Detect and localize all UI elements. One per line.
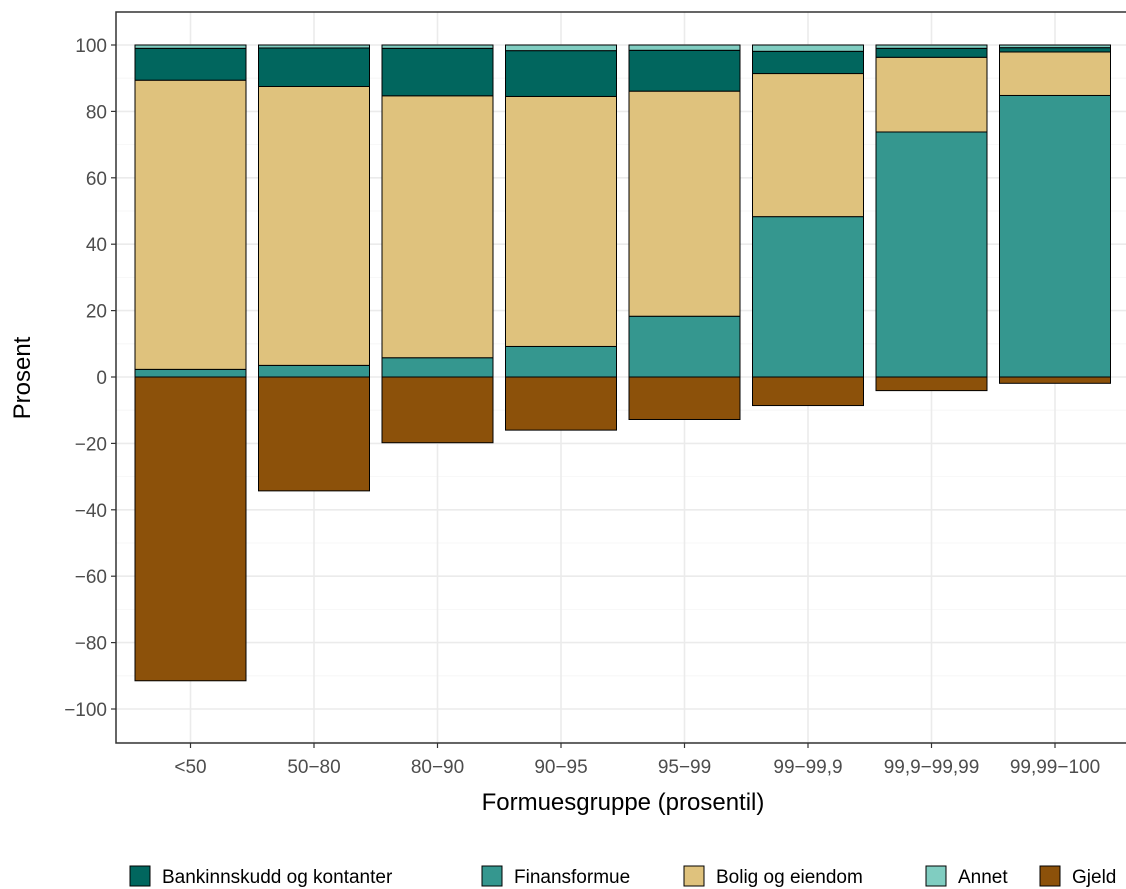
bar-segment <box>381 357 494 378</box>
bar-segment <box>258 47 370 87</box>
y-tick-label: 100 <box>75 36 107 57</box>
bar-segment <box>505 345 617 378</box>
bar-segment <box>505 44 617 52</box>
legend-label: Finansformue <box>514 867 630 888</box>
bar-segment <box>999 44 1111 49</box>
bar-segment <box>628 44 741 51</box>
bar-segment <box>258 364 370 378</box>
x-tick-label: 99,9−99,99 <box>884 757 980 778</box>
bar-segment <box>875 131 988 378</box>
legend-label: Annet <box>958 867 1008 888</box>
x-axis-title: Formuesgruppe (prosentil) <box>482 789 765 816</box>
bar-segment <box>381 44 494 49</box>
legend-key <box>925 865 947 887</box>
y-tick-label: 80 <box>86 102 107 123</box>
bars <box>134 44 1111 682</box>
bar-segment <box>258 376 370 492</box>
y-tick-label: 60 <box>86 169 107 190</box>
y-tick-label: −40 <box>75 501 107 522</box>
legend-key <box>1039 865 1061 887</box>
y-tick-label: −60 <box>75 567 107 588</box>
bar-segment <box>752 50 864 75</box>
bar-segment <box>752 216 864 378</box>
bar-segment <box>381 95 494 359</box>
y-tick-label: −100 <box>64 700 107 721</box>
x-tick-label: 50−80 <box>287 757 340 778</box>
x-tick-label: 99−99,9 <box>773 757 842 778</box>
x-tick-label: <50 <box>174 757 206 778</box>
x-tick-label: 90−95 <box>534 757 587 778</box>
bar-segment <box>875 56 988 133</box>
x-tick-label: 95−99 <box>658 757 711 778</box>
bar-segment <box>752 73 864 218</box>
legend-label: Gjeld <box>1072 867 1116 888</box>
legend-label: Bankinnskudd og kontanter <box>162 867 393 888</box>
bar-segment <box>628 90 741 317</box>
y-tick-label: 0 <box>96 368 107 389</box>
x-axis: <50 50−80 80−90 90−95 95−99 99−99,9 99,9−99,99… <box>174 743 1100 778</box>
bar-segment <box>875 376 988 392</box>
bar-segment <box>999 51 1111 96</box>
bar-segment <box>999 47 1111 53</box>
legend: Bankinnskudd og kontanter Finansformue Bol… <box>129 865 1116 888</box>
bar-segment <box>134 44 247 49</box>
bar-segment <box>381 376 494 444</box>
bar-segment <box>134 376 247 682</box>
y-tick-label: 20 <box>86 302 107 323</box>
bar-segment <box>752 376 864 407</box>
x-tick-label: 99,99−100 <box>1010 757 1100 778</box>
bar-segment <box>134 47 247 81</box>
bar-segment <box>258 86 370 366</box>
bar-segment <box>505 50 617 97</box>
bar-segment <box>134 368 247 378</box>
bar-segment <box>999 376 1111 384</box>
legend-key <box>129 865 151 887</box>
bar-segment <box>505 376 617 431</box>
bar-segment <box>505 95 617 347</box>
y-axis-title: Prosent <box>9 336 36 419</box>
y-axis: 100 80 60 40 20 0 −20 −40 −60 −80 −100 <box>64 36 116 721</box>
bar-segment <box>875 47 988 58</box>
y-tick-label: 40 <box>86 235 107 256</box>
legend-key <box>481 865 503 887</box>
bar-segment <box>628 49 741 92</box>
bar-segment <box>258 44 370 49</box>
bar-segment <box>381 47 494 97</box>
bar-segment <box>999 94 1111 378</box>
bar-segment <box>628 315 741 378</box>
bar-segment <box>875 44 988 49</box>
x-tick-label: 80−90 <box>411 757 464 778</box>
legend-label: Bolig og eiendom <box>716 867 863 888</box>
bar-segment <box>752 44 864 52</box>
y-tick-label: −20 <box>75 434 107 455</box>
bar-segment <box>134 79 247 370</box>
legend-key <box>683 865 705 887</box>
y-tick-label: −80 <box>75 634 107 655</box>
bar-segment <box>628 376 741 420</box>
